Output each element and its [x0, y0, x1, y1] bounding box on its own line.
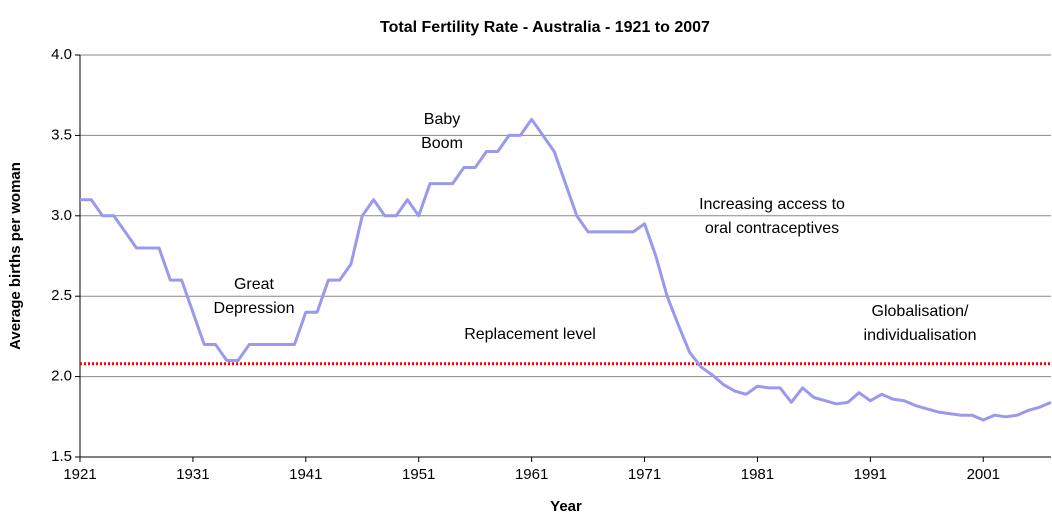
data-line: [80, 117, 1052, 422]
annotation: individualisation: [864, 327, 977, 344]
y-tick-label: 3.5: [51, 126, 72, 143]
y-axis-label: Average births per woman: [7, 162, 24, 350]
chart-title: Total Fertility Rate - Australia - 1921 …: [380, 19, 710, 36]
x-tick-label: 1941: [289, 466, 322, 483]
annotation: Great: [234, 276, 275, 293]
annotation: Boom: [421, 135, 463, 152]
annotation: oral contraceptives: [705, 220, 839, 237]
x-tick-label: 1971: [628, 466, 661, 483]
annotation: Increasing access to: [699, 196, 845, 213]
x-tick-label: 1961: [515, 466, 548, 483]
reference-label: Replacement level: [464, 326, 596, 343]
x-axis-label: Year: [550, 498, 582, 514]
x-tick-label: 1981: [741, 466, 774, 483]
y-tick-label: 2.0: [51, 368, 72, 385]
annotation: Depression: [214, 300, 295, 317]
annotation: Globalisation/: [872, 303, 970, 320]
x-tick-label: 2001: [967, 466, 1000, 483]
x-tick-label: 1931: [176, 466, 209, 483]
annotation: Baby: [424, 111, 460, 128]
y-tick-label: 4.0: [51, 46, 72, 63]
x-tick-label: 1921: [63, 466, 96, 483]
x-tick-label: 1991: [854, 466, 887, 483]
y-tick-label: 1.5: [51, 448, 72, 465]
y-tick-label: 3.0: [51, 207, 72, 224]
y-tick-label: 2.5: [51, 287, 72, 304]
x-tick-label: 1951: [402, 466, 435, 483]
